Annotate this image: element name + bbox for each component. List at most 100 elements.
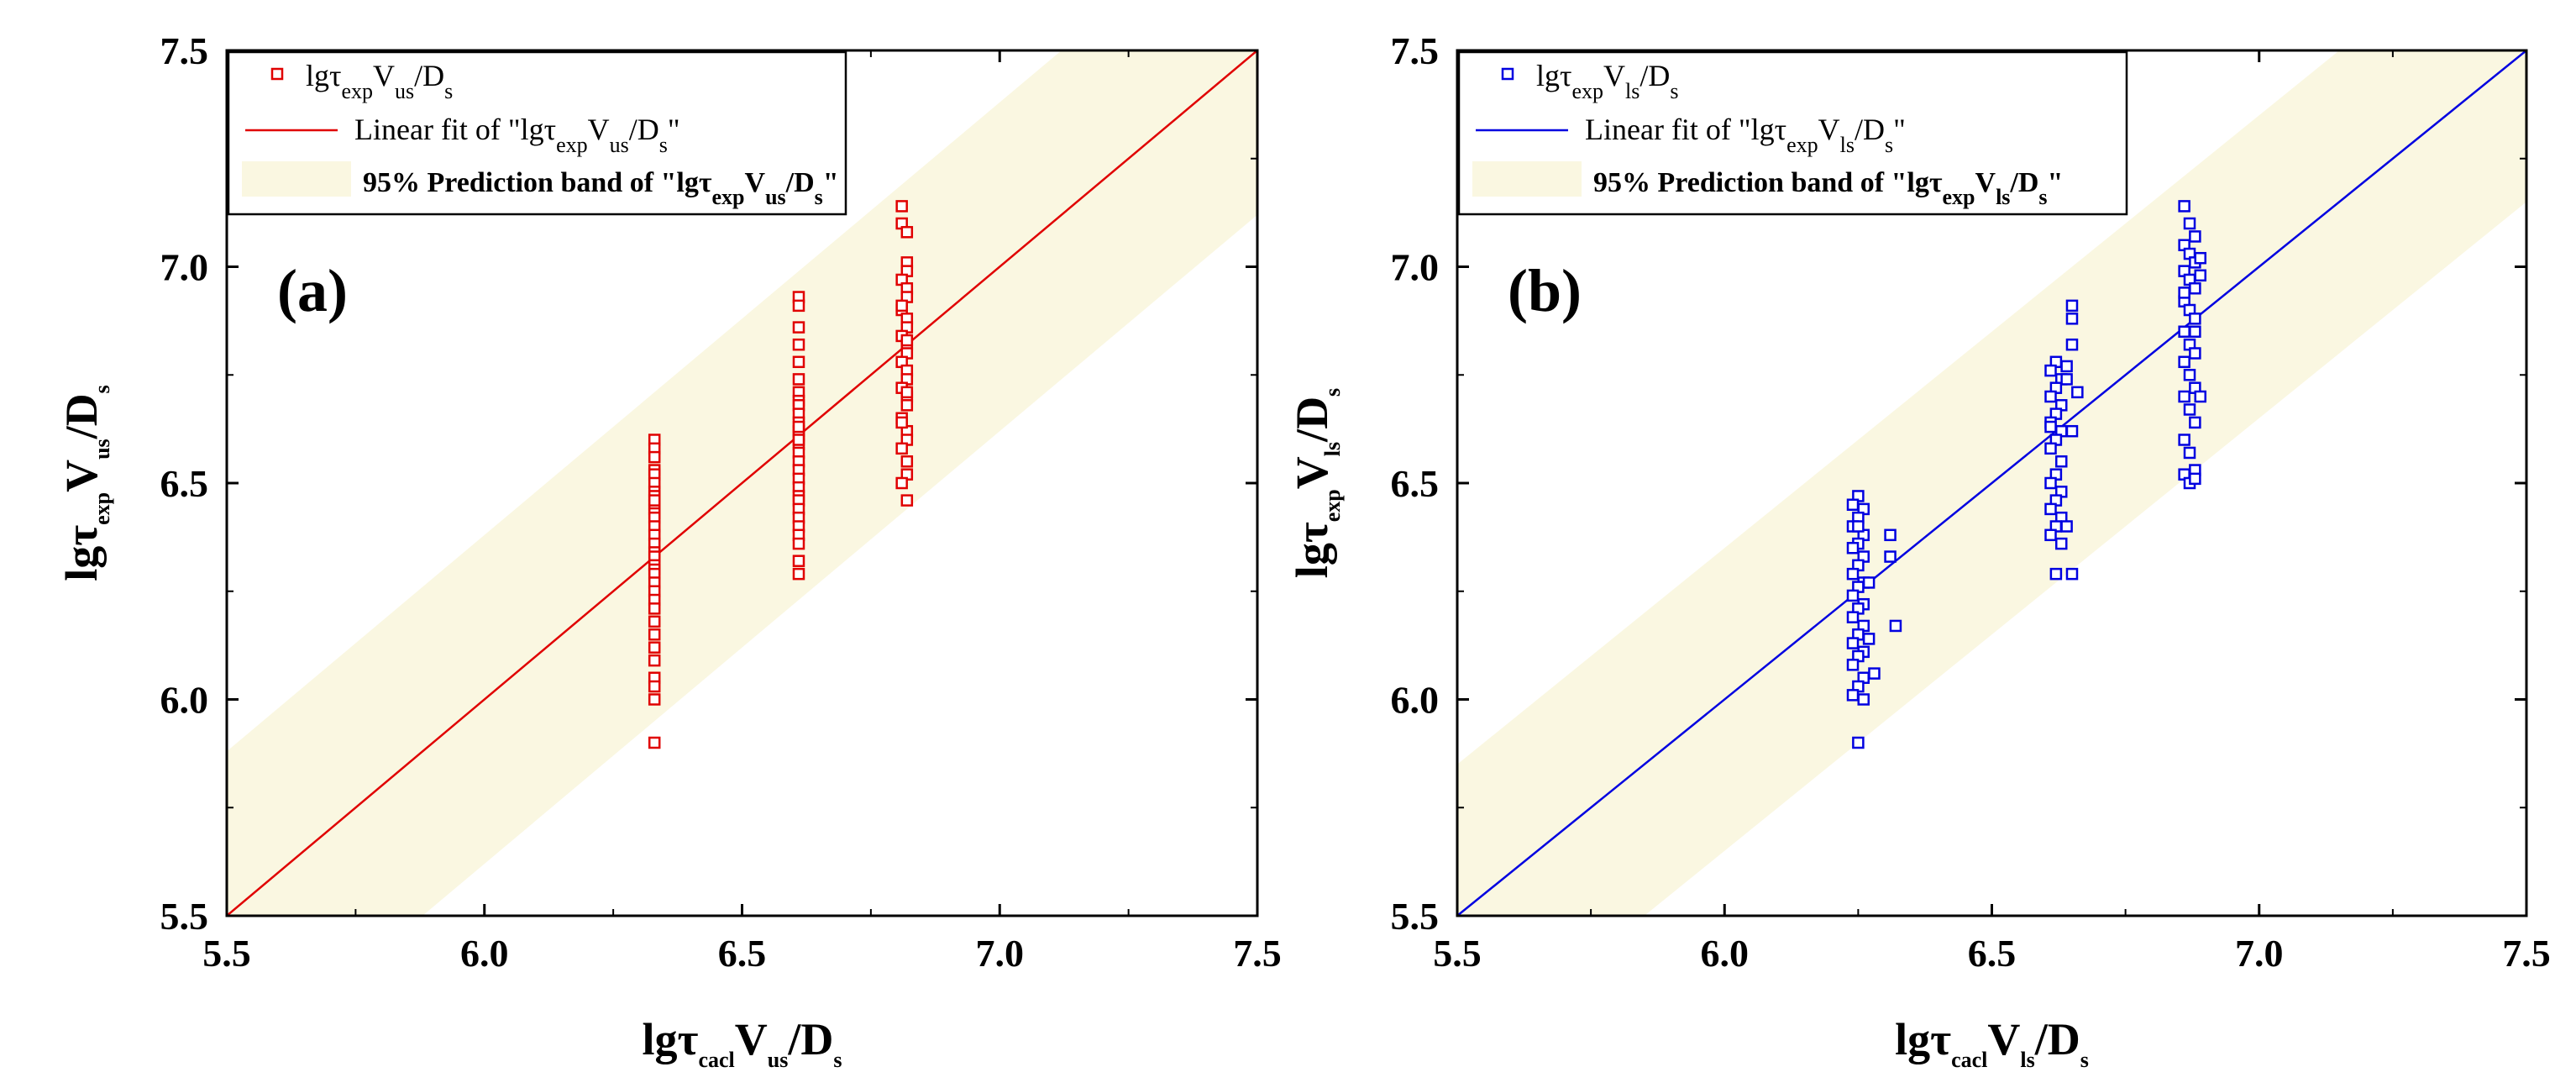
data-point xyxy=(2054,455,2068,468)
data-point xyxy=(2044,420,2057,434)
x-tick-label: 5.5 xyxy=(1433,932,1482,975)
data-point xyxy=(648,494,661,507)
data-point xyxy=(2183,217,2196,230)
chart-panel-b: 5.5 6.0 6.5 7.0 7.5 5.5 6.0 6.5 7.0 7.5 lgτcaclVls… xyxy=(1287,29,2551,1072)
legend-band-label: 95% Prediction band of "lgτexpVus/Ds" xyxy=(363,167,839,209)
data-point xyxy=(648,736,661,749)
data-point xyxy=(2178,390,2190,403)
data-point xyxy=(2189,230,2201,243)
y-axis-label: lgτexpVls/Ds xyxy=(1287,388,1345,578)
data-point xyxy=(2183,446,2196,460)
data-point xyxy=(2178,355,2190,369)
data-point xyxy=(2189,325,2201,338)
x-axis-label: lgτcaclVls/Ds xyxy=(1895,1014,2089,1072)
data-point xyxy=(900,226,914,239)
data-point xyxy=(900,334,914,347)
data-point xyxy=(1857,693,1870,706)
data-point xyxy=(792,537,805,550)
x-tick-label: 6.5 xyxy=(718,932,767,975)
data-point xyxy=(2194,390,2206,403)
x-axis-label: lgτcaclVus/Ds xyxy=(643,1014,842,1072)
data-point xyxy=(900,399,914,412)
data-point xyxy=(900,494,914,507)
data-point xyxy=(792,338,805,351)
data-point xyxy=(2189,313,2201,325)
data-point xyxy=(648,641,661,654)
data-point xyxy=(2060,373,2073,386)
data-point xyxy=(2054,537,2068,550)
data-point xyxy=(648,628,661,641)
data-point xyxy=(2044,476,2057,490)
y-tick-label: 5.5 xyxy=(160,895,209,938)
y-tick-label: 6.0 xyxy=(160,679,209,722)
data-point xyxy=(2178,200,2190,213)
data-point xyxy=(2178,286,2190,299)
data-point xyxy=(1889,619,1902,633)
y-axis-label: lgτexpVus/Ds xyxy=(56,385,114,581)
legend: lgτexpVus/Ds Linear fit of "lgτexpVus/Ds"… xyxy=(227,50,847,216)
legend-scatter-label: lgτexpVus/Ds xyxy=(306,59,453,103)
data-point xyxy=(648,602,661,615)
data-point xyxy=(792,434,805,446)
y-tick-label: 7.0 xyxy=(1391,246,1440,289)
data-point xyxy=(895,442,908,455)
legend-band-swatch xyxy=(1472,161,1582,197)
data-point xyxy=(2060,520,2073,533)
data-point xyxy=(1846,637,1860,649)
data-point xyxy=(2065,338,2079,351)
y-tick-label: 5.5 xyxy=(1391,895,1440,938)
data-point xyxy=(2178,434,2190,446)
data-point xyxy=(792,567,805,581)
data-point xyxy=(1884,528,1897,542)
data-point xyxy=(895,200,908,213)
x-tick-label: 5.5 xyxy=(202,932,251,975)
data-point xyxy=(2044,364,2057,377)
data-point xyxy=(1852,520,1865,533)
data-point xyxy=(1846,498,1860,511)
data-point xyxy=(895,416,908,429)
data-point xyxy=(1846,659,1860,671)
data-point xyxy=(2065,313,2079,325)
data-point xyxy=(1846,611,1860,623)
data-point xyxy=(1862,633,1876,645)
legend-marker xyxy=(1501,67,1514,81)
data-point xyxy=(1846,542,1860,555)
data-point xyxy=(2049,567,2063,581)
legend-marker xyxy=(270,67,284,81)
data-point xyxy=(1862,576,1876,589)
linear-fit-line xyxy=(1457,50,2526,916)
x-tick-label: 7.0 xyxy=(976,932,1025,975)
data-point xyxy=(792,555,805,567)
data-point xyxy=(2060,360,2073,373)
data-point xyxy=(895,299,908,313)
data-point xyxy=(2065,424,2079,438)
y-tick-label: 7.0 xyxy=(160,246,209,289)
data-point xyxy=(2189,416,2201,429)
data-point xyxy=(900,386,914,399)
data-point xyxy=(2183,403,2196,416)
legend-band-label: 95% Prediction band of "lgτexpVls/Ds" xyxy=(1593,167,2063,209)
data-point xyxy=(792,420,805,434)
data-point xyxy=(2189,282,2201,295)
data-point xyxy=(1868,667,1881,680)
data-point xyxy=(1852,736,1865,749)
data-point xyxy=(2044,390,2057,403)
data-point xyxy=(2194,269,2206,282)
data-point xyxy=(1846,567,1860,581)
linear-fit-line xyxy=(227,50,1257,916)
legend: lgτexpVls/Ds Linear fit of "lgτexpVls/Ds"… xyxy=(1457,50,2128,216)
data-point xyxy=(2065,299,2079,313)
y-tick-label: 6.5 xyxy=(1391,462,1440,505)
data-point xyxy=(2178,325,2190,338)
data-point xyxy=(648,615,661,628)
x-tick-label: 6.0 xyxy=(1701,932,1750,975)
data-point xyxy=(2194,251,2206,265)
data-point xyxy=(900,455,914,468)
data-point xyxy=(2189,347,2201,360)
legend-scatter-label: lgτexpVls/Ds xyxy=(1536,59,1678,103)
data-point xyxy=(792,355,805,369)
data-point xyxy=(2189,472,2201,486)
chart-panel-a: 5.5 6.0 6.5 7.0 7.5 5.5 6.0 6.5 7.0 7.5 lgτcaclVus… xyxy=(56,29,1282,1072)
data-point xyxy=(1884,550,1897,563)
